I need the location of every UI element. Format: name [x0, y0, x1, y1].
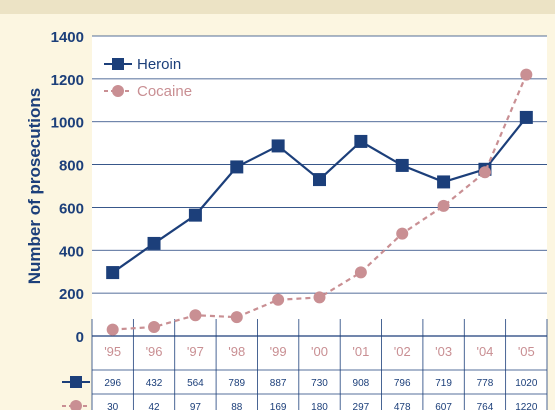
table-value-heroin: 908 — [353, 378, 370, 389]
legend-label-heroin: Heroin — [137, 56, 181, 73]
table-value-heroin: 1020 — [515, 378, 538, 389]
table-value-cocaine: 88 — [231, 402, 243, 410]
data-point-cocaine — [230, 311, 243, 324]
data-point-heroin — [354, 134, 368, 148]
data-point-cocaine — [272, 293, 285, 306]
x-category-label: '04 — [476, 344, 493, 359]
plot-background — [92, 36, 547, 410]
table-legend-marker-cocaine — [70, 400, 82, 410]
data-point-cocaine — [354, 266, 367, 279]
y-tick-label: 1000 — [51, 115, 84, 132]
table-value-heroin: 778 — [477, 378, 494, 389]
y-tick-label: 600 — [59, 200, 84, 217]
table-value-cocaine: 169 — [270, 402, 287, 410]
x-category-label: '98 — [228, 344, 245, 359]
table-value-cocaine: 180 — [311, 402, 328, 410]
y-tick-label: 200 — [59, 286, 84, 303]
table-value-heroin: 564 — [187, 378, 204, 389]
table-value-cocaine: 478 — [394, 402, 411, 410]
table-value-cocaine: 30 — [107, 402, 119, 410]
data-point-heroin — [437, 175, 451, 189]
data-point-cocaine — [478, 166, 491, 179]
legend-marker-heroin — [112, 58, 124, 70]
data-point-heroin — [230, 160, 244, 174]
legend-marker-cocaine — [112, 85, 124, 97]
top-band — [0, 0, 555, 14]
data-point-heroin — [395, 158, 409, 172]
table-value-heroin: 296 — [104, 378, 121, 389]
table-legend-marker-heroin — [70, 376, 82, 388]
table-value-cocaine: 97 — [190, 402, 202, 410]
data-table: 296 432 564 789 887 730 908 796 719 778 1020 30 42 97… — [62, 376, 538, 410]
table-value-heroin: 796 — [394, 378, 411, 389]
x-axis-categories: '95 '96 '97 '98 '99 '00 '01 '02 '03 '04 '05 — [104, 344, 535, 359]
table-value-cocaine: 607 — [435, 402, 452, 410]
y-tick-label: 800 — [59, 158, 84, 175]
data-point-heroin — [313, 173, 326, 187]
table-value-cocaine: 297 — [353, 402, 370, 410]
table-value-heroin: 719 — [435, 378, 452, 389]
y-tick-label: 0 — [76, 329, 84, 346]
data-point-cocaine — [148, 321, 161, 333]
data-point-heroin — [106, 266, 120, 280]
data-point-cocaine — [437, 199, 450, 212]
y-axis-ticks: 0 200 400 600 800 1000 1200 1400 — [51, 29, 84, 346]
data-point-heroin — [147, 236, 161, 250]
x-category-label: '97 — [187, 344, 204, 359]
data-point-heroin — [519, 110, 533, 124]
data-point-heroin — [188, 208, 202, 222]
table-value-cocaine: 42 — [148, 402, 160, 410]
x-category-label: '03 — [435, 344, 452, 359]
x-category-label: '01 — [352, 344, 369, 359]
x-category-label: '96 — [146, 344, 163, 359]
table-value-heroin: 432 — [146, 378, 163, 389]
table-value-heroin: 789 — [228, 378, 245, 389]
table-value-cocaine: 764 — [477, 402, 494, 410]
data-point-heroin — [271, 139, 285, 153]
y-tick-label: 1200 — [51, 72, 84, 89]
y-tick-label: 1400 — [51, 29, 84, 46]
x-category-label: '02 — [394, 344, 411, 359]
x-category-label: '99 — [270, 344, 287, 359]
data-point-cocaine — [396, 227, 409, 240]
data-point-cocaine — [313, 291, 326, 304]
series-layer — [106, 68, 533, 336]
x-category-label: '00 — [311, 344, 328, 359]
legend: Heroin Cocaine — [104, 56, 192, 100]
x-category-label: '95 — [104, 344, 121, 359]
table-value-heroin: 730 — [311, 378, 328, 389]
legend-label-cocaine: Cocaine — [137, 83, 192, 100]
y-tick-label: 400 — [59, 243, 84, 260]
data-point-cocaine — [189, 309, 202, 322]
data-point-cocaine — [520, 68, 533, 81]
y-axis-label: Number of prosecutions — [25, 88, 44, 284]
table-value-heroin: 887 — [270, 378, 287, 389]
table-value-cocaine: 1220 — [515, 402, 538, 410]
x-category-label: '05 — [518, 344, 535, 359]
data-point-cocaine — [106, 323, 119, 336]
